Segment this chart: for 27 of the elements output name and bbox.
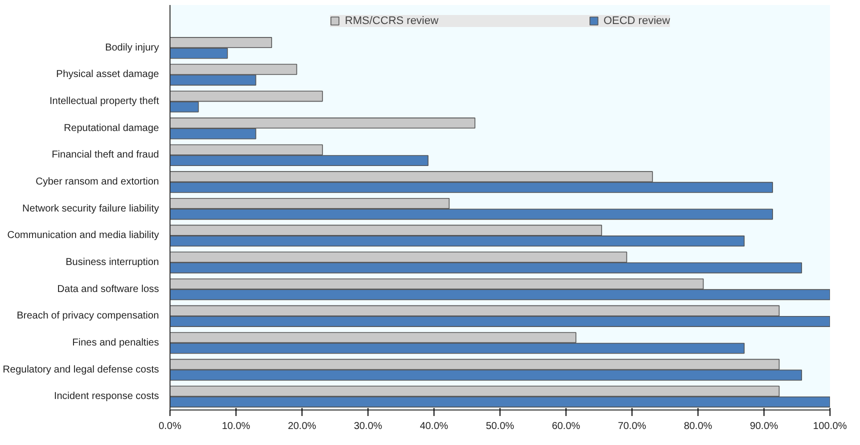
- legend-label: OECD review: [603, 15, 670, 27]
- y-tick-label: Financial theft and fraud: [52, 150, 160, 161]
- y-tick-label: Physical asset damage: [56, 69, 160, 80]
- y-tick-label: Fines and penalties: [72, 337, 160, 348]
- x-tick-label: 70.0%: [618, 421, 646, 432]
- y-tick-label: Bodily injury: [105, 42, 160, 54]
- x-tick-label: 80.0%: [684, 421, 712, 432]
- x-tick-label: 40.0%: [420, 421, 448, 432]
- x-tick-label: 20.0%: [288, 421, 316, 432]
- legend-label: RMS/CCRS review: [344, 15, 438, 27]
- y-tick-label: Breach of privacy compensation: [16, 310, 159, 322]
- x-tick-label: 100.0%: [813, 421, 848, 432]
- x-tick-label: 0.0%: [158, 421, 182, 432]
- y-tick-label: Business interruption: [66, 256, 160, 268]
- y-tick-label: Data and software loss: [57, 284, 159, 295]
- y-tick-label: Reputational damage: [64, 122, 160, 134]
- y-tick-label: Intellectual property theft: [49, 96, 160, 108]
- y-tick-label: Incident response costs: [54, 391, 160, 402]
- x-tick-label: 50.0%: [486, 421, 514, 432]
- y-tick-label: Cyber ransom and extortion: [36, 176, 160, 188]
- x-tick-label: 60.0%: [552, 421, 580, 432]
- x-tick-label: 10.0%: [222, 421, 250, 432]
- x-tick-label: 90.0%: [750, 421, 778, 432]
- y-tick-label: Communication and media liability: [7, 230, 160, 242]
- x-tick-label: 30.0%: [354, 421, 382, 432]
- y-tick-label: Regulatory and legal defense costs: [2, 364, 160, 376]
- y-tick-label: Network security failure liability: [22, 203, 160, 214]
